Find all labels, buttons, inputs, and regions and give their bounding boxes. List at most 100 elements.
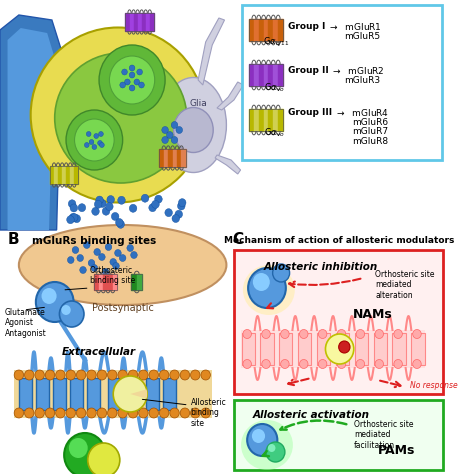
Circle shape — [152, 201, 159, 209]
Circle shape — [159, 370, 169, 380]
Circle shape — [67, 256, 74, 264]
Text: Group I: Group I — [288, 21, 325, 30]
Circle shape — [165, 209, 173, 217]
Bar — [260, 333, 273, 365]
Bar — [70, 166, 74, 184]
Bar — [268, 109, 273, 131]
Circle shape — [141, 194, 149, 202]
Circle shape — [55, 408, 65, 418]
Circle shape — [14, 370, 24, 380]
Text: Allosteric inhibition: Allosteric inhibition — [264, 262, 378, 272]
Circle shape — [128, 408, 138, 418]
Circle shape — [129, 204, 137, 212]
Circle shape — [252, 429, 265, 443]
Circle shape — [413, 359, 421, 368]
Text: mGluR3: mGluR3 — [344, 75, 381, 84]
Circle shape — [170, 408, 179, 418]
Circle shape — [67, 216, 74, 224]
Bar — [50, 166, 54, 184]
Circle shape — [76, 370, 86, 380]
Bar — [268, 64, 273, 86]
Text: NAMs: NAMs — [353, 309, 392, 321]
Bar — [268, 19, 273, 41]
Circle shape — [149, 204, 156, 212]
Bar — [131, 274, 143, 290]
Bar — [159, 149, 164, 167]
Text: Postsynaptic: Postsynaptic — [91, 303, 154, 313]
Text: No response: No response — [410, 381, 458, 390]
Circle shape — [119, 255, 126, 262]
Circle shape — [253, 273, 270, 291]
Circle shape — [105, 244, 112, 250]
Bar — [317, 333, 330, 365]
Circle shape — [175, 210, 182, 218]
Circle shape — [137, 69, 143, 75]
Bar — [278, 109, 283, 131]
Circle shape — [326, 334, 354, 364]
Circle shape — [337, 329, 346, 338]
Circle shape — [118, 370, 128, 380]
Circle shape — [178, 202, 185, 210]
Circle shape — [268, 444, 275, 452]
Bar — [249, 64, 283, 86]
Text: mGluR5: mGluR5 — [344, 31, 381, 40]
Circle shape — [413, 329, 421, 338]
Bar — [278, 64, 283, 86]
Text: mGluR6: mGluR6 — [352, 118, 388, 127]
Circle shape — [191, 408, 200, 418]
Bar — [126, 13, 154, 31]
Bar — [159, 149, 186, 167]
Circle shape — [266, 442, 285, 462]
Ellipse shape — [241, 420, 293, 470]
Text: B: B — [8, 232, 19, 247]
Circle shape — [46, 370, 55, 380]
Circle shape — [375, 359, 383, 368]
Bar — [62, 166, 66, 184]
Bar — [137, 274, 143, 290]
Circle shape — [94, 201, 102, 208]
Text: mGluR7: mGluR7 — [352, 128, 388, 137]
Circle shape — [201, 370, 210, 380]
Circle shape — [172, 215, 180, 222]
Bar — [19, 378, 32, 410]
Circle shape — [131, 252, 137, 258]
Text: G$\alpha_{q/11}$: G$\alpha_{q/11}$ — [263, 36, 290, 48]
Circle shape — [88, 443, 120, 474]
Circle shape — [273, 264, 290, 282]
Bar — [66, 166, 70, 184]
Bar — [254, 109, 259, 131]
Circle shape — [25, 408, 34, 418]
FancyBboxPatch shape — [234, 400, 443, 470]
Bar — [53, 378, 66, 410]
Circle shape — [248, 268, 286, 308]
Circle shape — [64, 433, 106, 474]
Circle shape — [139, 370, 148, 380]
Circle shape — [66, 370, 75, 380]
Polygon shape — [8, 28, 54, 230]
Circle shape — [125, 79, 130, 85]
Text: Orthosteric site
mediated
alteration: Orthosteric site mediated alteration — [375, 270, 435, 300]
Circle shape — [155, 195, 162, 203]
Circle shape — [300, 329, 308, 338]
Bar — [264, 109, 268, 131]
Bar — [259, 64, 264, 86]
Circle shape — [171, 121, 178, 128]
Polygon shape — [198, 18, 225, 85]
Circle shape — [134, 79, 140, 85]
Text: mGluRs binding sites: mGluRs binding sites — [32, 236, 156, 246]
Circle shape — [139, 82, 145, 88]
Ellipse shape — [19, 225, 227, 305]
Circle shape — [99, 254, 105, 261]
Ellipse shape — [55, 53, 187, 183]
Circle shape — [115, 249, 121, 256]
Bar — [131, 274, 137, 290]
Circle shape — [70, 204, 78, 212]
Text: Mechanism of action of allosteric modulators: Mechanism of action of allosteric modula… — [224, 236, 455, 245]
Bar — [137, 13, 142, 31]
Circle shape — [66, 110, 123, 170]
Bar — [103, 274, 108, 290]
Circle shape — [84, 143, 89, 147]
Circle shape — [281, 359, 289, 368]
Circle shape — [162, 137, 168, 144]
Circle shape — [99, 131, 103, 137]
